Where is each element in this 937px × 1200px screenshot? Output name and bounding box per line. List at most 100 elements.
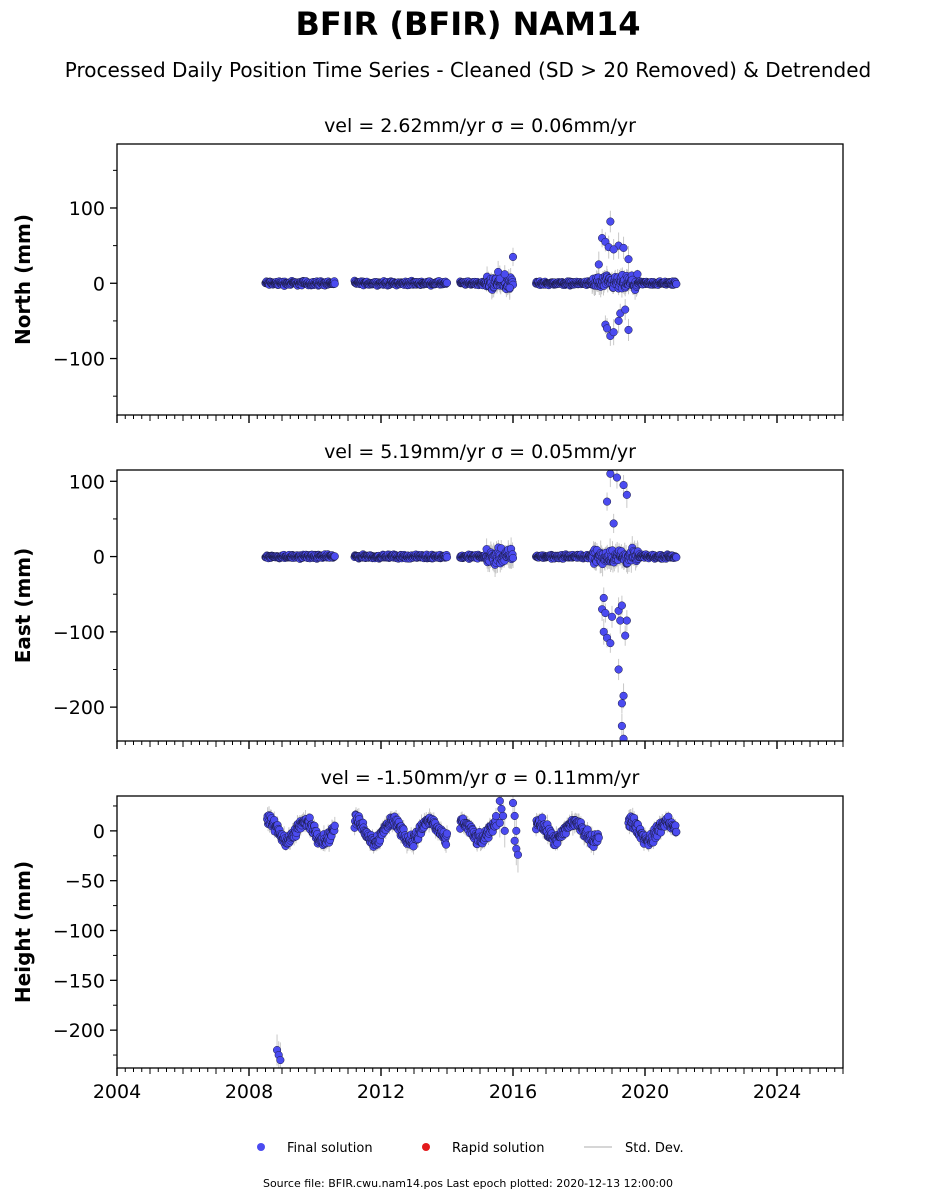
east-data-point [601, 608, 610, 618]
height-data-point [305, 813, 314, 822]
east-plot-area [261, 470, 681, 741]
height-data-point [330, 821, 339, 830]
east-data-point [606, 639, 615, 648]
north-data-point [330, 279, 339, 288]
north-data-point [609, 245, 618, 254]
height-data-point [442, 829, 452, 838]
north-data-point [442, 278, 452, 287]
north-data-point [594, 260, 603, 269]
north-y-tick-label: 100 [69, 198, 105, 220]
height-panel-title: vel = -1.50mm/yr σ = 0.11mm/yr [321, 767, 640, 789]
height-data-point [510, 836, 519, 845]
height-y-tick-label: −200 [53, 1020, 105, 1042]
east-data-point [622, 490, 631, 499]
x-tick-label: 2004 [93, 1081, 141, 1103]
east-data-point [606, 470, 615, 478]
east-data-point [672, 553, 681, 562]
east-data-point [619, 481, 628, 490]
x-tick-label: 2020 [621, 1081, 669, 1103]
east-y-tick-label: −100 [53, 622, 105, 644]
height-data-point [495, 796, 504, 806]
east-y-tick-label: 0 [93, 547, 105, 569]
height-y-tick-label: −50 [65, 871, 105, 893]
legend-final-label: Final solution [287, 1141, 373, 1156]
east-y-tick-label: 100 [69, 471, 105, 493]
east-data-point [617, 699, 626, 708]
legend: Final solution Rapid solution Std. Dev. [257, 1141, 684, 1156]
east-y-tick-label: −200 [53, 697, 105, 719]
north-data-point [672, 279, 681, 289]
height-data-point [538, 813, 547, 822]
north-data-point [633, 270, 642, 279]
east-data-point [622, 616, 631, 625]
height-data-point [276, 1055, 285, 1065]
east-data-point [612, 473, 622, 482]
north-data-point [624, 255, 633, 264]
north-data-point [500, 270, 509, 279]
height-plot-area [263, 796, 681, 1068]
north-data-point [621, 305, 630, 314]
height-data-point [495, 818, 504, 827]
east-y-axis-label: East (mm) [11, 548, 35, 664]
height-data-point [500, 826, 509, 835]
height-data-point [594, 833, 603, 842]
east-data-point [599, 593, 608, 603]
source-footer: Source file: BFIR.cwu.nam14.pos Last epo… [263, 1177, 673, 1190]
east-data-point [614, 665, 623, 674]
east-data-point [609, 519, 618, 528]
north-data-point [619, 243, 628, 252]
legend-rapid-label: Rapid solution [452, 1141, 544, 1156]
height-data-point [442, 840, 451, 849]
height-data-point [499, 811, 508, 820]
panel-north: vel = 2.62mm/yr σ = 0.06mm/yr North (mm)−… [11, 115, 844, 423]
height-data-point [510, 811, 519, 820]
x-tick-label: 2024 [753, 1081, 801, 1103]
height-data-point [672, 827, 681, 836]
height-y-tick-label: −100 [53, 921, 105, 943]
north-data-point [505, 283, 514, 292]
panel-height: vel = -1.50mm/yr σ = 0.11mm/yr Height (mm… [11, 767, 844, 1103]
legend-rapid-marker [422, 1143, 430, 1151]
figure-title: BFIR (BFIR) NAM14 [295, 5, 640, 43]
height-data-point [508, 798, 518, 808]
north-y-tick-label: 0 [93, 273, 105, 295]
legend-final-marker [257, 1143, 265, 1151]
east-data-point [621, 631, 630, 640]
north-y-axis-label: North (mm) [11, 214, 35, 345]
north-data-point [609, 328, 618, 337]
legend-stddev-label: Std. Dev. [625, 1141, 684, 1156]
east-data-point [619, 691, 628, 700]
east-data-point [508, 553, 518, 563]
north-plot-area [261, 210, 681, 346]
height-y-tick-label: −150 [53, 970, 105, 992]
north-panel-title: vel = 2.62mm/yr σ = 0.06mm/yr [324, 115, 636, 137]
north-data-point [624, 325, 633, 334]
north-y-tick-label: −100 [53, 349, 105, 371]
east-data-point [617, 601, 626, 610]
east-data-point [442, 553, 452, 562]
north-data-point [603, 324, 612, 333]
height-data-point [491, 812, 501, 821]
east-data-point [617, 721, 626, 730]
north-data-point [606, 217, 615, 226]
x-tick-label: 2008 [225, 1081, 273, 1103]
east-data-point [330, 552, 339, 561]
height-y-axis-label: Height (mm) [11, 861, 35, 1003]
height-data-point [409, 842, 418, 851]
figure-subtitle: Processed Daily Position Time Series - C… [65, 58, 871, 82]
east-axes-frame [116, 469, 844, 742]
east-data-point [607, 612, 617, 621]
x-tick-label: 2012 [357, 1081, 405, 1103]
height-data-point [513, 850, 523, 859]
north-data-point [508, 252, 518, 261]
height-data-point [512, 826, 521, 835]
east-panel-title: vel = 5.19mm/yr σ = 0.05mm/yr [324, 441, 636, 463]
east-data-point [619, 734, 628, 741]
height-data-point [497, 804, 506, 814]
x-tick-label: 2016 [489, 1081, 537, 1103]
panel-east: vel = 5.19mm/yr σ = 0.05mm/yr East (mm) −2… [11, 441, 844, 749]
height-y-tick-label: 0 [93, 821, 105, 843]
north-data-point [614, 316, 623, 325]
east-data-point [603, 497, 612, 506]
